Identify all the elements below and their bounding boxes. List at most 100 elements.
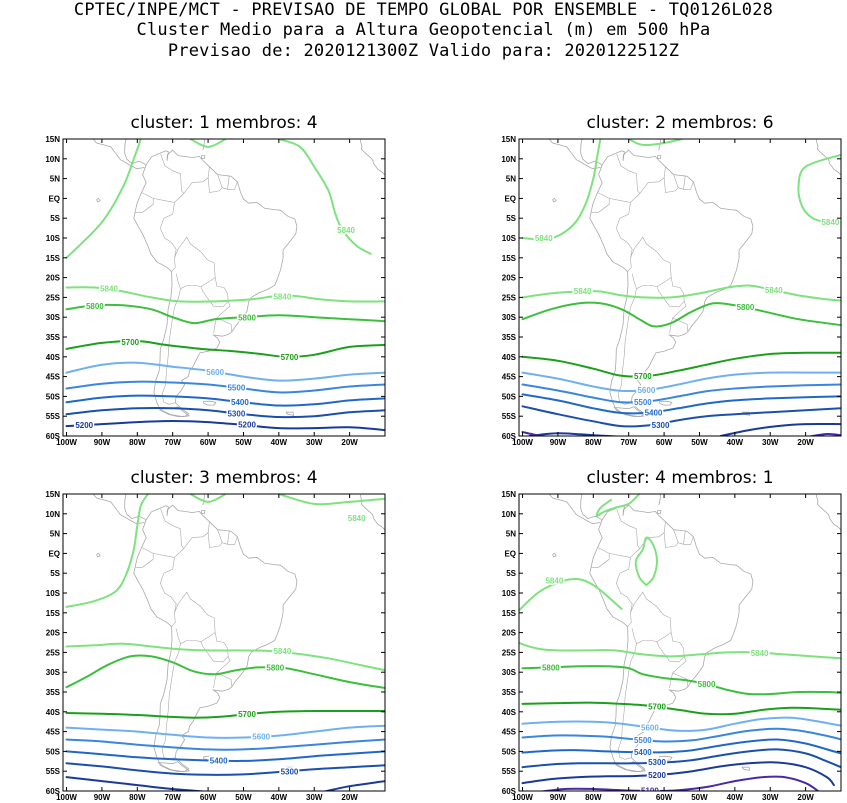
contour-5840	[521, 139, 602, 241]
contour-label: 5400	[231, 398, 249, 407]
border-b14	[213, 672, 217, 689]
lon-label: 60W	[200, 793, 217, 802]
contour-label: 5200	[75, 421, 93, 430]
border-b7	[141, 192, 175, 203]
contour-label: 5300	[281, 768, 299, 777]
border-b5	[683, 536, 694, 545]
map-area: 5840 5840 5800 5700 5600 5400 5300	[65, 494, 385, 791]
lon-label: 60W	[656, 438, 673, 447]
coastline-cape_verde	[791, 139, 794, 140]
map-frame	[518, 138, 842, 437]
lat-label: 5N	[50, 175, 60, 184]
lon-label: 100W	[56, 793, 77, 802]
contour-label: 5840	[348, 514, 366, 523]
panel-2: cluster: 2 membros: 6 5840 5840 5840 5840 580…	[501, 113, 842, 447]
contour-5400	[521, 738, 841, 755]
border-b3	[663, 174, 679, 193]
coastline-falklands	[659, 400, 673, 406]
contour-label: 5500	[634, 398, 652, 407]
lat-label: 15S	[46, 609, 61, 618]
border-b5	[227, 181, 238, 190]
country-borders	[591, 508, 694, 760]
contour-label: 5400	[210, 757, 228, 766]
coastline-lesser_antilles	[658, 139, 661, 151]
lat-label: 30S	[46, 668, 61, 677]
contour-5600	[521, 371, 841, 393]
contours	[65, 494, 385, 791]
lat-label: 60S	[502, 432, 517, 441]
coastline-central_america	[580, 494, 603, 521]
border-b14	[669, 317, 673, 334]
contour-label: 5700	[648, 703, 666, 712]
coastline-central_america_pacific	[548, 139, 601, 170]
lon-label: 50W	[235, 438, 252, 447]
lon-label: 60W	[200, 438, 217, 447]
coastline-tierra_del_fuego	[157, 761, 191, 773]
lat-label: 60S	[502, 787, 517, 796]
lon-label: 70W	[164, 438, 181, 447]
border-b11	[656, 632, 685, 663]
coastline-cape_verde	[791, 494, 794, 495]
coastline-central_america	[580, 139, 603, 166]
lat-label: 45S	[502, 728, 517, 737]
lon-label: 40W	[727, 438, 744, 447]
border-b14	[213, 317, 217, 334]
coastlines	[92, 139, 385, 418]
coastline-central_america_pacific	[548, 494, 601, 525]
lat-label: 35S	[502, 333, 517, 342]
contour-5700	[65, 709, 385, 719]
contour-5700	[65, 339, 385, 358]
lat-label: 10S	[46, 234, 61, 243]
contour-5500	[521, 383, 841, 404]
lat-label: 25S	[46, 648, 61, 657]
lat-label: 35S	[46, 688, 61, 697]
border-b11	[200, 632, 229, 663]
border-b11	[656, 277, 685, 308]
border-b3	[663, 529, 679, 548]
lat-label: 45S	[502, 373, 517, 382]
border-b10	[175, 273, 216, 290]
panel-title: cluster: 4 membros: 1	[586, 468, 773, 488]
lat-label: 15N	[501, 490, 516, 499]
coastline-south_america	[589, 504, 754, 773]
lat-label: 40S	[502, 353, 517, 362]
contour-label: 5300	[652, 421, 670, 430]
contour-label: 5600	[641, 724, 659, 733]
coastline-lesser_antilles	[202, 139, 205, 151]
lat-label: 5S	[506, 569, 516, 578]
coastline-lesser_antilles	[658, 494, 661, 506]
contour-label: 5840	[100, 285, 118, 294]
contours	[65, 139, 385, 432]
contour-5300	[521, 405, 841, 428]
contour-label: 5500	[227, 384, 245, 393]
contour-5800	[521, 301, 841, 328]
lon-label: 90W	[550, 793, 567, 802]
lat-label: 5S	[50, 569, 60, 578]
border-b14	[669, 672, 673, 689]
panel-title: cluster: 2 membros: 6	[586, 113, 773, 133]
contour-5840	[797, 153, 841, 224]
lat-label: 15N	[45, 490, 60, 499]
contour-5600	[521, 716, 841, 732]
contour-label: 5840	[765, 286, 783, 295]
contour-5800	[65, 654, 385, 689]
lat-label: 50S	[46, 747, 61, 756]
coastline-galapagos	[552, 197, 557, 203]
contour-5840	[189, 494, 227, 503]
lat-label: 5S	[506, 214, 516, 223]
lat-label: 55S	[502, 412, 517, 421]
border-b4	[678, 530, 686, 545]
lat-label: 25S	[502, 648, 517, 657]
contour-5840	[521, 284, 841, 302]
coastline-trinidad	[657, 510, 662, 514]
contour-5840	[65, 494, 149, 608]
border-b8	[591, 553, 610, 568]
lat-label: 45S	[46, 373, 61, 382]
border-b8	[591, 198, 610, 213]
contour-label: 5600	[206, 368, 224, 377]
lat-label: 5S	[50, 214, 60, 223]
lat-label: 55S	[46, 412, 61, 421]
contour-label: 5700	[634, 372, 652, 381]
